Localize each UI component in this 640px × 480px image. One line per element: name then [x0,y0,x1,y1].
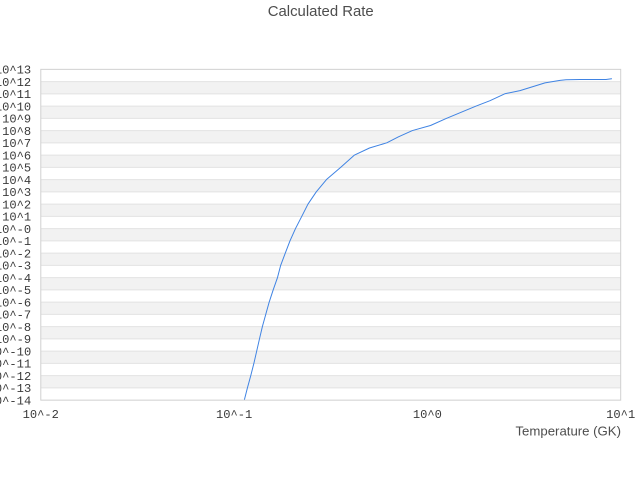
svg-text:10^10: 10^10 [0,100,31,114]
svg-text:10^-4: 10^-4 [0,272,31,286]
svg-text:10^-5: 10^-5 [0,284,31,298]
svg-text:10^-0: 10^-0 [0,223,31,237]
svg-text:10^1: 10^1 [606,408,635,422]
svg-text:10^-3: 10^-3 [0,260,31,274]
svg-text:10^8: 10^8 [2,125,31,139]
svg-text:10^3: 10^3 [2,186,31,200]
svg-text:10^-1: 10^-1 [216,408,252,422]
svg-text:10^-12: 10^-12 [0,370,31,384]
svg-text:10^13: 10^13 [0,64,31,78]
svg-text:10^-13: 10^-13 [0,382,31,396]
svg-text:10^-1: 10^-1 [0,235,31,249]
svg-text:10^12: 10^12 [0,76,31,90]
svg-text:Calculated Rate: Calculated Rate [268,4,374,20]
svg-text:10^-2: 10^-2 [23,408,59,422]
svg-text:10^-9: 10^-9 [0,333,31,347]
svg-text:10^9: 10^9 [2,113,31,127]
svg-text:10^-7: 10^-7 [0,309,31,323]
svg-text:10^-14: 10^-14 [0,394,31,408]
svg-text:10^5: 10^5 [2,162,31,176]
svg-text:10^1: 10^1 [2,211,31,225]
svg-text:10^11: 10^11 [0,88,31,102]
svg-text:10^6: 10^6 [2,149,31,163]
svg-text:10^-2: 10^-2 [0,247,31,261]
svg-text:10^-10: 10^-10 [0,345,31,359]
svg-text:10^7: 10^7 [2,137,31,151]
svg-text:10^-6: 10^-6 [0,296,31,310]
svg-text:10^2: 10^2 [2,198,31,212]
svg-text:10^-8: 10^-8 [0,321,31,335]
svg-text:Temperature (GK): Temperature (GK) [515,424,621,439]
svg-text:10^4: 10^4 [2,174,31,188]
svg-text:10^0: 10^0 [413,408,442,422]
svg-text:10^-11: 10^-11 [0,358,31,372]
